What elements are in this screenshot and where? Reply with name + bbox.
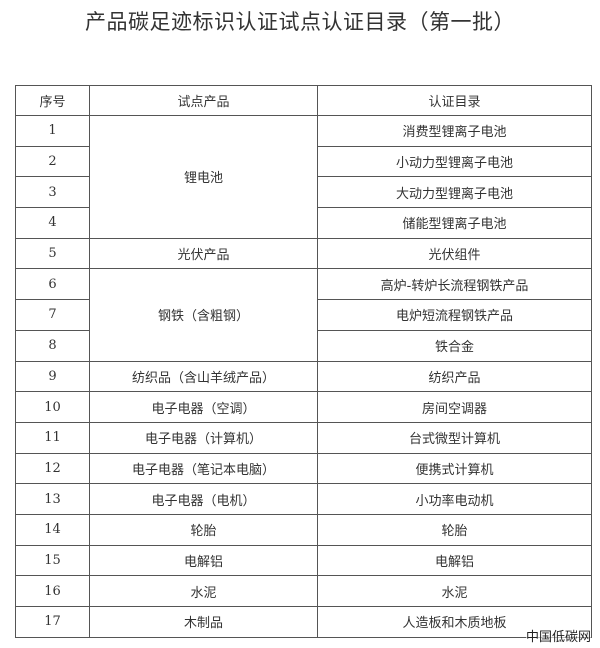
cell-no: 3 bbox=[15, 176, 90, 209]
cell-product: 锂电池 bbox=[89, 115, 318, 239]
cell-no: 5 bbox=[15, 237, 90, 270]
cell-no: 12 bbox=[15, 452, 90, 485]
cell-product: 钢铁（含粗钢） bbox=[89, 268, 318, 362]
cell-catalog: 小动力型锂离子电池 bbox=[317, 145, 592, 178]
cell-no: 13 bbox=[15, 483, 90, 515]
cell-catalog: 房间空调器 bbox=[317, 391, 592, 423]
table-row: 15 电解铝 电解铝 bbox=[15, 544, 592, 577]
table-row: 3 大动力型锂离子电池 bbox=[15, 176, 592, 209]
table-row: 6 钢铁（含粗钢） 高炉-转炉长流程钢铁产品 bbox=[15, 268, 592, 362]
table-row: 1 锂电池 消费型锂离子电池 bbox=[15, 115, 592, 239]
table-row: 4 储能型锂离子电池 bbox=[15, 207, 592, 239]
cell-no: 11 bbox=[15, 421, 90, 454]
watermark: 中国低碳网 bbox=[525, 626, 591, 645]
cell-no: 15 bbox=[15, 544, 90, 577]
cell-product: 电子电器（计算机） bbox=[89, 421, 318, 454]
cell-product: 光伏产品 bbox=[89, 237, 318, 270]
header-product: 试点产品 bbox=[89, 85, 318, 116]
cell-catalog: 纺织产品 bbox=[317, 360, 592, 393]
table-row: 12 电子电器（笔记本电脑） 便携式计算机 bbox=[15, 452, 592, 485]
table-row: 11 电子电器（计算机） 台式微型计算机 bbox=[15, 421, 592, 454]
table-row: 17 木制品 人造板和木质地板 bbox=[15, 606, 592, 638]
table-row: 5 光伏产品 光伏组件 bbox=[15, 237, 592, 270]
cell-catalog: 光伏组件 bbox=[317, 237, 592, 270]
cell-no: 2 bbox=[15, 145, 90, 178]
cell-catalog: 储能型锂离子电池 bbox=[317, 207, 592, 239]
cell-no: 16 bbox=[15, 575, 90, 607]
certification-table: 序号 试点产品 认证目录 1 锂电池 消费型锂离子电池 2 小动力型锂离子电池 3 大动力型… bbox=[15, 85, 592, 638]
cell-product: 电子电器（笔记本电脑） bbox=[89, 452, 318, 485]
cell-no: 17 bbox=[15, 606, 90, 638]
table-row: 7 电炉短流程钢铁产品 bbox=[15, 299, 592, 331]
cell-product: 水泥 bbox=[89, 575, 318, 607]
cell-no: 4 bbox=[15, 207, 90, 239]
cell-no: 6 bbox=[15, 268, 90, 301]
cell-product: 纺织品（含山羊绒产品） bbox=[89, 360, 318, 393]
table-row: 8 铁合金 bbox=[15, 329, 592, 362]
cell-no: 1 bbox=[15, 115, 90, 147]
cell-catalog: 大动力型锂离子电池 bbox=[317, 176, 592, 209]
cell-no: 14 bbox=[15, 513, 90, 546]
cell-product: 轮胎 bbox=[89, 513, 318, 546]
cell-product: 电子电器（电机） bbox=[89, 483, 318, 515]
header-catalog: 认证目录 bbox=[317, 85, 592, 116]
cell-catalog: 台式微型计算机 bbox=[317, 421, 592, 454]
cell-product: 电子电器（空调） bbox=[89, 391, 318, 423]
cell-catalog: 轮胎 bbox=[317, 513, 592, 546]
cell-catalog: 电解铝 bbox=[317, 544, 592, 577]
table-header-row: 序号 试点产品 认证目录 bbox=[15, 85, 592, 116]
table-row: 13 电子电器（电机） 小功率电动机 bbox=[15, 483, 592, 515]
cell-catalog: 小功率电动机 bbox=[317, 483, 592, 515]
cell-product: 电解铝 bbox=[89, 544, 318, 577]
cell-catalog: 便携式计算机 bbox=[317, 452, 592, 485]
cell-no: 9 bbox=[15, 360, 90, 393]
header-no: 序号 bbox=[15, 85, 90, 116]
cell-catalog: 高炉-转炉长流程钢铁产品 bbox=[317, 268, 592, 301]
cell-product: 木制品 bbox=[89, 606, 318, 638]
table-row: 16 水泥 水泥 bbox=[15, 575, 592, 607]
cell-no: 8 bbox=[15, 329, 90, 362]
table-row: 14 轮胎 轮胎 bbox=[15, 513, 592, 546]
table-row: 9 纺织品（含山羊绒产品） 纺织产品 bbox=[15, 360, 592, 393]
cell-no: 10 bbox=[15, 391, 90, 423]
cell-catalog: 铁合金 bbox=[317, 329, 592, 362]
cell-catalog: 消费型锂离子电池 bbox=[317, 115, 592, 147]
cell-catalog: 水泥 bbox=[317, 575, 592, 607]
table-row: 10 电子电器（空调） 房间空调器 bbox=[15, 391, 592, 423]
cell-catalog: 电炉短流程钢铁产品 bbox=[317, 299, 592, 331]
cell-no: 7 bbox=[15, 299, 90, 331]
page-title: 产品碳足迹标识认证试点认证目录（第一批） bbox=[85, 10, 515, 34]
